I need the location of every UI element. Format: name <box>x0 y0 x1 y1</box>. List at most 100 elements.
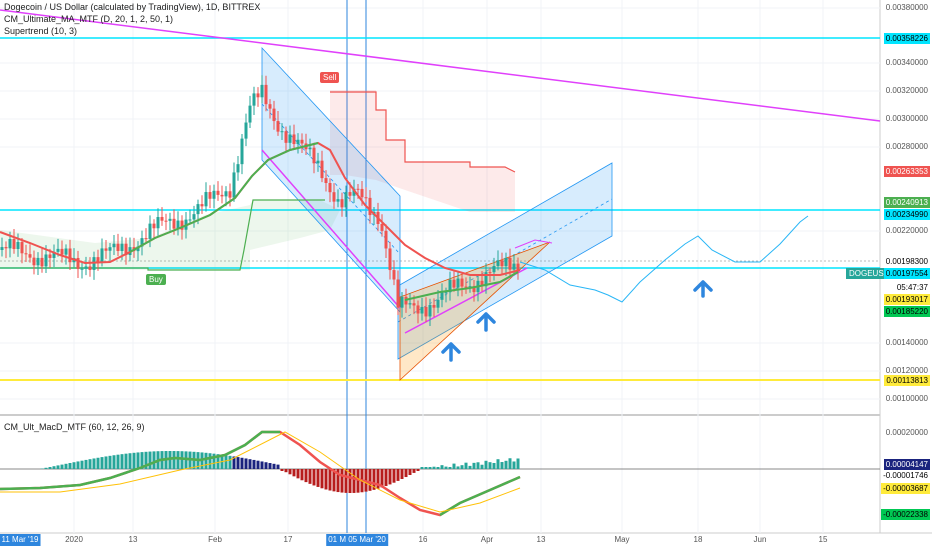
macd-bar <box>496 459 500 469</box>
candle-body <box>44 254 48 267</box>
candle-body <box>252 93 256 106</box>
time-axis-label: 16 <box>418 535 428 544</box>
macd-bar <box>208 453 212 469</box>
macd-bar <box>412 469 416 473</box>
arrow-up-icon[interactable] <box>476 312 496 332</box>
macd-bar <box>280 469 284 471</box>
candle-body <box>200 204 204 207</box>
macd-bar <box>384 469 388 486</box>
candle-body <box>516 263 520 271</box>
time-axis-label: 01 M 05 Mar '20 <box>326 534 388 546</box>
candle-body <box>84 266 88 269</box>
macd-bar <box>252 459 256 469</box>
price-pane[interactable] <box>0 0 880 415</box>
candle-body <box>224 191 228 197</box>
candle-body <box>468 286 472 288</box>
macd-bar <box>308 469 312 484</box>
candle-body <box>188 219 192 221</box>
candle-body <box>428 305 432 317</box>
candle-body <box>264 84 268 105</box>
time-axis-label: 13 <box>536 535 546 544</box>
indicator-legend-supertrend[interactable]: Supertrend (10, 3) <box>4 26 78 36</box>
macd-bar <box>116 454 120 469</box>
macd-bar <box>136 452 140 469</box>
macd-bar <box>368 469 372 491</box>
macd-bar <box>484 460 488 469</box>
candle-body <box>384 230 388 249</box>
macd-bar <box>232 456 236 469</box>
price-axis-label: 0.00120000 <box>885 366 928 375</box>
price-box: 0.00358226 <box>883 33 930 44</box>
macd-pane[interactable] <box>0 415 880 533</box>
price-axis-label: 0.00320000 <box>885 86 928 95</box>
time-axis-label: 13 <box>128 535 138 544</box>
candle-body <box>236 164 240 173</box>
candle-body <box>0 247 4 250</box>
macd-bar <box>68 463 72 469</box>
candle-body <box>164 220 168 222</box>
candle-body <box>56 248 60 252</box>
ma-line-green-recent <box>404 271 519 301</box>
indicator-legend-ma[interactable]: CM_Ultimate_MA_MTF (D, 20, 1, 2, 50, 1) <box>4 14 174 24</box>
candle-body <box>16 242 20 249</box>
candle-body <box>432 305 436 308</box>
macd-bar <box>512 461 516 469</box>
projection-path[interactable] <box>519 215 809 303</box>
candle-body <box>472 286 476 293</box>
macd-axis-label: 0.00020000 <box>885 428 928 437</box>
candle-body <box>12 239 16 249</box>
symbol-legend[interactable]: Dogecoin / US Dollar (calculated by Trad… <box>4 2 261 12</box>
ascending-channel-mid <box>397 198 613 323</box>
candle-body <box>344 192 348 208</box>
candle-body <box>364 197 368 199</box>
candle-body <box>280 131 284 133</box>
macd-bar <box>248 459 252 469</box>
candle-body <box>464 286 468 288</box>
candle-body <box>260 84 264 98</box>
price-axis-label: 0.00100000 <box>885 394 928 403</box>
macd-bar <box>80 460 84 469</box>
descending-trendline[interactable] <box>0 9 881 122</box>
time-axis-label: May <box>614 535 630 544</box>
candle-body <box>512 263 516 270</box>
macd-bar <box>272 463 276 469</box>
macd-bar <box>204 452 208 469</box>
candle-body <box>256 93 260 98</box>
macd-bar <box>300 469 304 481</box>
time-axis-label: 17 <box>283 535 293 544</box>
indicator-legend-macd[interactable]: CM_Ult_MacD_MTF (60, 12, 26, 9) <box>4 422 145 432</box>
candle-body <box>32 257 36 266</box>
macd-bar <box>452 463 456 469</box>
candle-body <box>136 246 140 252</box>
candle-body <box>508 257 512 270</box>
candle-body <box>208 192 212 199</box>
macd-bar <box>212 453 216 469</box>
macd-bar <box>124 453 128 469</box>
arrow-up-icon[interactable] <box>693 280 713 298</box>
price-box: 0.00113813 <box>884 375 930 386</box>
macd-bar <box>96 457 100 469</box>
macd-bar <box>100 457 104 469</box>
candle-body <box>156 217 160 229</box>
channel-trendline-1[interactable] <box>261 149 401 309</box>
macd-bar <box>432 466 436 469</box>
candle-body <box>416 305 420 314</box>
macd-bar <box>256 460 260 469</box>
macd-bar <box>356 469 360 493</box>
candle-body <box>340 199 344 208</box>
macd-bar <box>444 466 448 469</box>
macd-bar <box>400 469 404 480</box>
macd-bar <box>488 462 492 469</box>
candle-body <box>356 188 360 190</box>
macd-value-box: 0.00004147 <box>883 459 930 470</box>
macd-bar <box>128 453 132 469</box>
macd-line-green-recent <box>439 475 521 517</box>
macd-bar <box>324 469 328 490</box>
arrow-up-icon[interactable] <box>441 342 461 362</box>
price-box: 0.00197554 <box>883 268 930 279</box>
candle-body <box>268 104 272 109</box>
macd-bar <box>380 469 384 488</box>
macd-bar <box>236 457 240 469</box>
projection-triangle <box>514 239 553 249</box>
